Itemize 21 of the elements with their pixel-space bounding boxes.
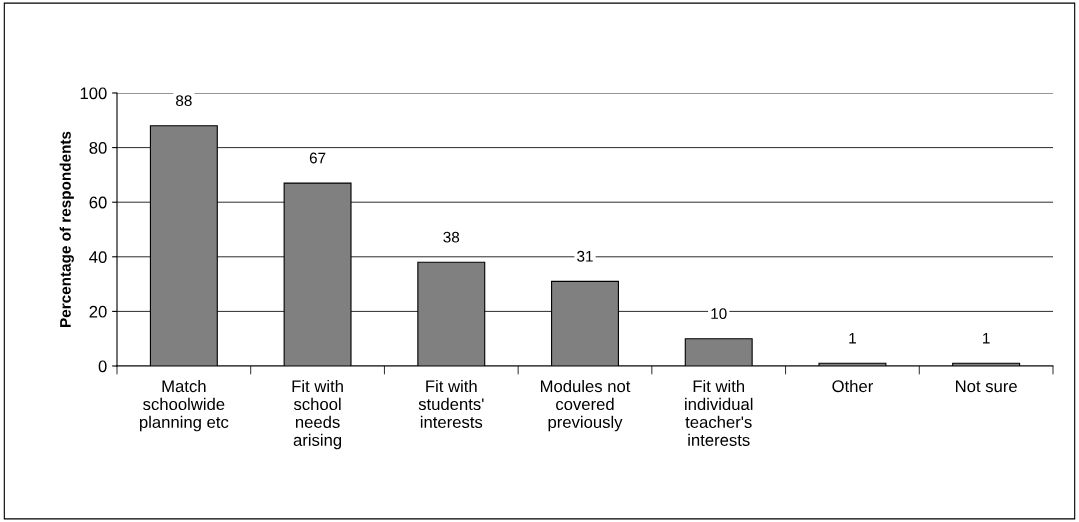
data-label: 10 bbox=[711, 308, 727, 320]
x-tick-label: Fit with students' interests bbox=[418, 379, 484, 429]
x-tick-label: Match schoolwide planning etc bbox=[139, 379, 229, 432]
data-label: 88 bbox=[176, 95, 192, 107]
y-axis-title: Percentage of respondents bbox=[59, 131, 74, 327]
y-tick-label: 0 bbox=[98, 360, 107, 373]
data-label: 1 bbox=[849, 332, 856, 344]
y-tick-label: 40 bbox=[89, 251, 107, 263]
data-label: 67 bbox=[309, 152, 326, 164]
x-tick-label: Other bbox=[832, 379, 873, 393]
y-tick-label: 100 bbox=[80, 87, 107, 100]
x-tick-label: Modules not covered previously bbox=[540, 379, 631, 432]
data-label: 31 bbox=[577, 250, 593, 262]
y-tick-label: 20 bbox=[89, 305, 107, 318]
y-tick-label: 60 bbox=[89, 196, 107, 209]
x-tick-label: Fit with individual teacher's interests bbox=[685, 379, 753, 446]
y-tick-label: 80 bbox=[89, 142, 107, 154]
data-label: 38 bbox=[443, 231, 460, 243]
x-tick-label: Fit with school needs arising bbox=[292, 379, 343, 450]
data-label: 1 bbox=[983, 332, 990, 344]
x-tick-label: Not sure bbox=[956, 380, 1017, 393]
